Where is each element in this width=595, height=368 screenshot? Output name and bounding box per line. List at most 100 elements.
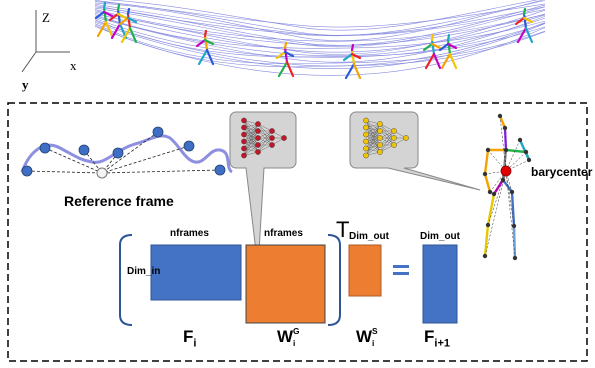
barycenter-link <box>505 139 521 172</box>
network-node <box>377 142 383 148</box>
trajectory-line <box>94 9 546 55</box>
skeleton-spine <box>116 8 122 26</box>
skeleton-left-leg <box>424 52 436 70</box>
barycenter-link <box>505 170 516 259</box>
skeleton-spine <box>283 46 289 64</box>
trajectory-line <box>94 23 546 65</box>
network-node <box>241 138 247 145</box>
skeleton-head <box>522 7 527 16</box>
barycenter-joint <box>503 147 509 153</box>
matrix-w-global <box>245 244 326 324</box>
network-edge <box>365 123 381 142</box>
skeleton-right-leg <box>432 52 442 70</box>
skeleton-right-arm <box>283 50 295 58</box>
barycenter-skeleton <box>482 113 532 261</box>
network-node <box>363 138 369 145</box>
network-edge <box>243 130 259 156</box>
right-bracket <box>327 234 341 326</box>
skeleton-right-arm <box>126 16 138 24</box>
skeleton-left-arm <box>108 12 120 22</box>
reference-node <box>21 165 33 177</box>
skeleton-left-arm <box>275 50 287 60</box>
neural-network-icon-red <box>241 117 287 159</box>
skeleton-left-arm <box>438 42 450 52</box>
skeleton-head <box>430 33 435 42</box>
barycenter-bone <box>518 138 531 162</box>
skeleton-left-leg <box>344 62 356 80</box>
skeleton-left-leg <box>277 60 289 78</box>
barycenter-joint <box>509 189 515 195</box>
barycenter-joint <box>502 125 508 131</box>
network-node <box>241 131 247 138</box>
network-node <box>281 135 287 141</box>
reference-link <box>44 147 103 174</box>
f-next-main: F <box>424 327 435 346</box>
trajectory-line <box>94 13 546 53</box>
skeleton-spine <box>430 38 436 56</box>
trajectory-line <box>94 14 546 49</box>
skeleton-head <box>283 41 288 50</box>
network-node <box>255 128 261 134</box>
barycenter-link <box>487 170 507 226</box>
axis-triad <box>21 10 70 73</box>
network-node <box>241 145 247 152</box>
barycenter-bone <box>503 126 508 152</box>
network-edge <box>243 123 259 135</box>
trajectory-bundle <box>94 0 546 76</box>
skeleton-right-arm <box>203 38 215 46</box>
network-node <box>377 128 383 134</box>
network-edge <box>379 130 395 153</box>
barycenter-joint <box>511 223 517 229</box>
dim-out-right-label: Dim_out <box>420 231 460 242</box>
network-node <box>255 142 261 148</box>
dashed-frame <box>7 102 588 362</box>
reference-link <box>101 169 221 174</box>
skeleton-left-leg <box>516 26 528 44</box>
skeleton-left-leg <box>197 48 209 66</box>
skeleton-spine <box>102 6 108 24</box>
skeleton-right-arm <box>430 42 442 50</box>
barycenter-joint <box>485 222 491 228</box>
skeleton-head <box>203 29 208 38</box>
barycenter-joint <box>487 189 493 195</box>
network-node <box>363 117 369 124</box>
w-specific-sup: S <box>372 326 378 336</box>
f-i-main: F <box>183 327 194 346</box>
skeleton-right-leg <box>352 62 362 80</box>
skeleton-right-leg <box>285 60 295 78</box>
skeleton-right-leg <box>524 26 534 44</box>
barycenter-bone <box>483 172 492 194</box>
network-node <box>241 152 247 159</box>
network-node <box>377 135 383 141</box>
skeleton-right-arm <box>522 16 534 24</box>
nframes-left-label: nframes <box>170 228 209 239</box>
skeleton-spine <box>350 48 356 66</box>
axis-x-label: x <box>70 58 77 73</box>
skeleton-left-leg <box>96 20 108 38</box>
skeleton-right-arm <box>102 10 114 18</box>
nframes-right-label: nframes <box>264 228 303 239</box>
skeleton-head <box>350 43 355 52</box>
skeleton-left-leg <box>440 52 452 70</box>
f-i-label: Fi <box>183 327 196 349</box>
f-i-sub: i <box>193 337 197 350</box>
barycenter-bone <box>492 178 505 196</box>
transpose-label: T <box>336 217 350 242</box>
network-node <box>269 135 275 141</box>
y-axis-line <box>21 51 37 73</box>
w-global-main: W <box>277 327 294 346</box>
barycenter-link <box>499 115 507 172</box>
network-edge <box>243 123 259 142</box>
barycenter-joint <box>517 137 523 143</box>
reference-link <box>101 131 159 174</box>
barycenter-joint <box>526 157 532 163</box>
skeleton-head <box>102 1 107 10</box>
w-global-sub: i <box>293 338 296 348</box>
network-edge <box>243 123 259 156</box>
network-edge <box>365 137 381 156</box>
reference-node <box>152 126 164 138</box>
reference-link <box>26 170 103 174</box>
network-edge <box>243 137 259 156</box>
